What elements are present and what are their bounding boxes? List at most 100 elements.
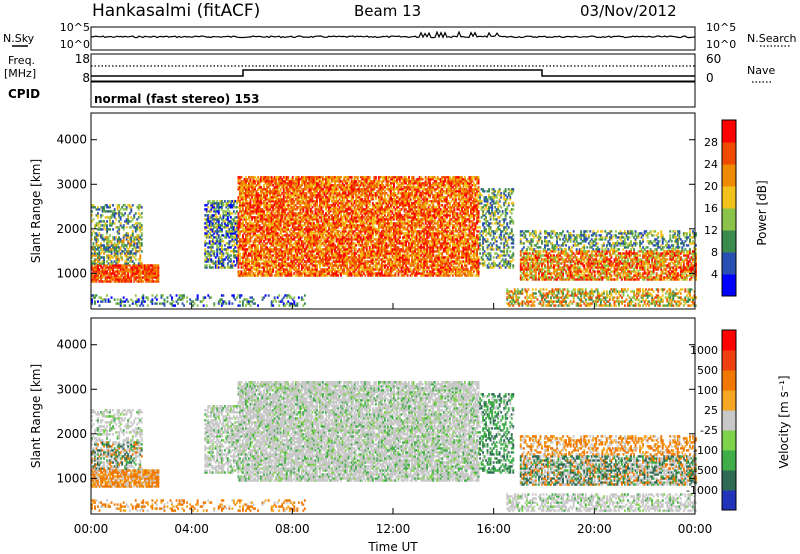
power-cell xyxy=(237,182,240,185)
power-cell xyxy=(270,200,273,203)
power-cell xyxy=(94,274,96,277)
power-cell xyxy=(269,274,272,277)
power-cell xyxy=(248,234,250,237)
power-cell xyxy=(236,202,238,205)
power-cell xyxy=(242,228,244,231)
power-cell xyxy=(229,234,232,237)
power-cell xyxy=(220,246,223,249)
power-cell xyxy=(104,224,107,227)
power-cell xyxy=(116,206,119,209)
power-cell xyxy=(216,224,219,227)
power-cell xyxy=(248,202,250,205)
power-cell xyxy=(279,246,282,249)
power-cell xyxy=(118,270,121,273)
power-cell xyxy=(91,248,93,251)
power-cell xyxy=(249,254,252,257)
power-cell xyxy=(264,238,267,241)
power-cell xyxy=(245,194,247,197)
power-cell xyxy=(95,244,98,247)
power-cell xyxy=(257,182,260,185)
power-cell xyxy=(107,210,110,213)
power-cell xyxy=(242,216,244,219)
power-cell xyxy=(213,232,216,235)
power-cell xyxy=(220,262,223,265)
power-cell xyxy=(252,180,255,183)
power-cell xyxy=(131,248,134,251)
power-cell xyxy=(276,200,279,203)
power-cell xyxy=(139,274,142,277)
power-cell xyxy=(285,270,288,273)
power-cell xyxy=(242,224,244,227)
power-cell xyxy=(285,244,288,247)
power-cell xyxy=(251,204,254,207)
power-cell xyxy=(275,234,278,237)
power-cell xyxy=(130,276,133,279)
power-cell xyxy=(205,220,208,223)
power-cell xyxy=(260,236,263,239)
power-cell xyxy=(248,212,250,215)
power-cell xyxy=(278,248,281,251)
power-cell xyxy=(217,220,220,223)
power-cell xyxy=(223,300,226,303)
power-cell xyxy=(257,246,260,249)
power-cell xyxy=(91,262,93,265)
power-cell xyxy=(109,254,112,257)
power-cell xyxy=(243,274,246,277)
power-cell xyxy=(196,296,199,299)
power-cell xyxy=(103,280,106,283)
power-cell xyxy=(251,274,254,277)
power-cell xyxy=(254,272,257,275)
power-cell xyxy=(125,238,128,241)
power-cell xyxy=(125,260,128,263)
power-cell xyxy=(239,186,241,189)
power-cell xyxy=(249,266,252,269)
power-cell xyxy=(285,226,288,229)
power-cell xyxy=(223,236,226,239)
cpid-panel-frame xyxy=(90,81,696,108)
power-cell xyxy=(110,278,113,281)
power-cell xyxy=(152,276,155,279)
power-cell xyxy=(225,242,228,245)
power-cell xyxy=(217,230,220,233)
power-cell xyxy=(263,216,266,219)
power-cell xyxy=(113,238,116,241)
power-cell xyxy=(100,248,103,251)
power-cell xyxy=(145,266,148,269)
power-cell xyxy=(273,242,276,245)
power-cell xyxy=(122,228,125,231)
power-cell xyxy=(220,240,223,243)
power-cell xyxy=(107,238,110,241)
power-cell xyxy=(237,260,240,263)
power-cell xyxy=(272,262,275,265)
power-cell xyxy=(113,266,116,269)
power-cell xyxy=(267,220,270,223)
power-cell xyxy=(245,218,247,221)
power-cell xyxy=(257,198,260,201)
power-cell xyxy=(284,238,287,241)
power-cell xyxy=(275,180,278,183)
power-cell xyxy=(228,266,231,269)
power-cell xyxy=(100,296,103,299)
power-cell xyxy=(211,216,214,219)
power-cell xyxy=(190,300,193,303)
power-cell xyxy=(207,260,210,263)
power-cell xyxy=(269,250,272,253)
power-cell xyxy=(269,202,272,205)
power-cell xyxy=(239,210,241,213)
power-cell xyxy=(121,258,124,261)
power-cell xyxy=(163,304,166,307)
power-cell xyxy=(229,266,232,269)
power-cell xyxy=(267,224,270,227)
power-cell xyxy=(142,280,145,283)
power-cell xyxy=(275,248,278,251)
power-cell xyxy=(119,298,122,301)
power-cell xyxy=(128,256,131,259)
power-cell xyxy=(219,298,222,301)
power-cell xyxy=(257,176,260,179)
power-cell xyxy=(263,236,266,239)
power-cell xyxy=(281,298,284,301)
power-cell xyxy=(127,256,130,259)
power-cell xyxy=(246,208,249,211)
power-cell xyxy=(124,266,127,269)
power-cell xyxy=(275,256,278,259)
